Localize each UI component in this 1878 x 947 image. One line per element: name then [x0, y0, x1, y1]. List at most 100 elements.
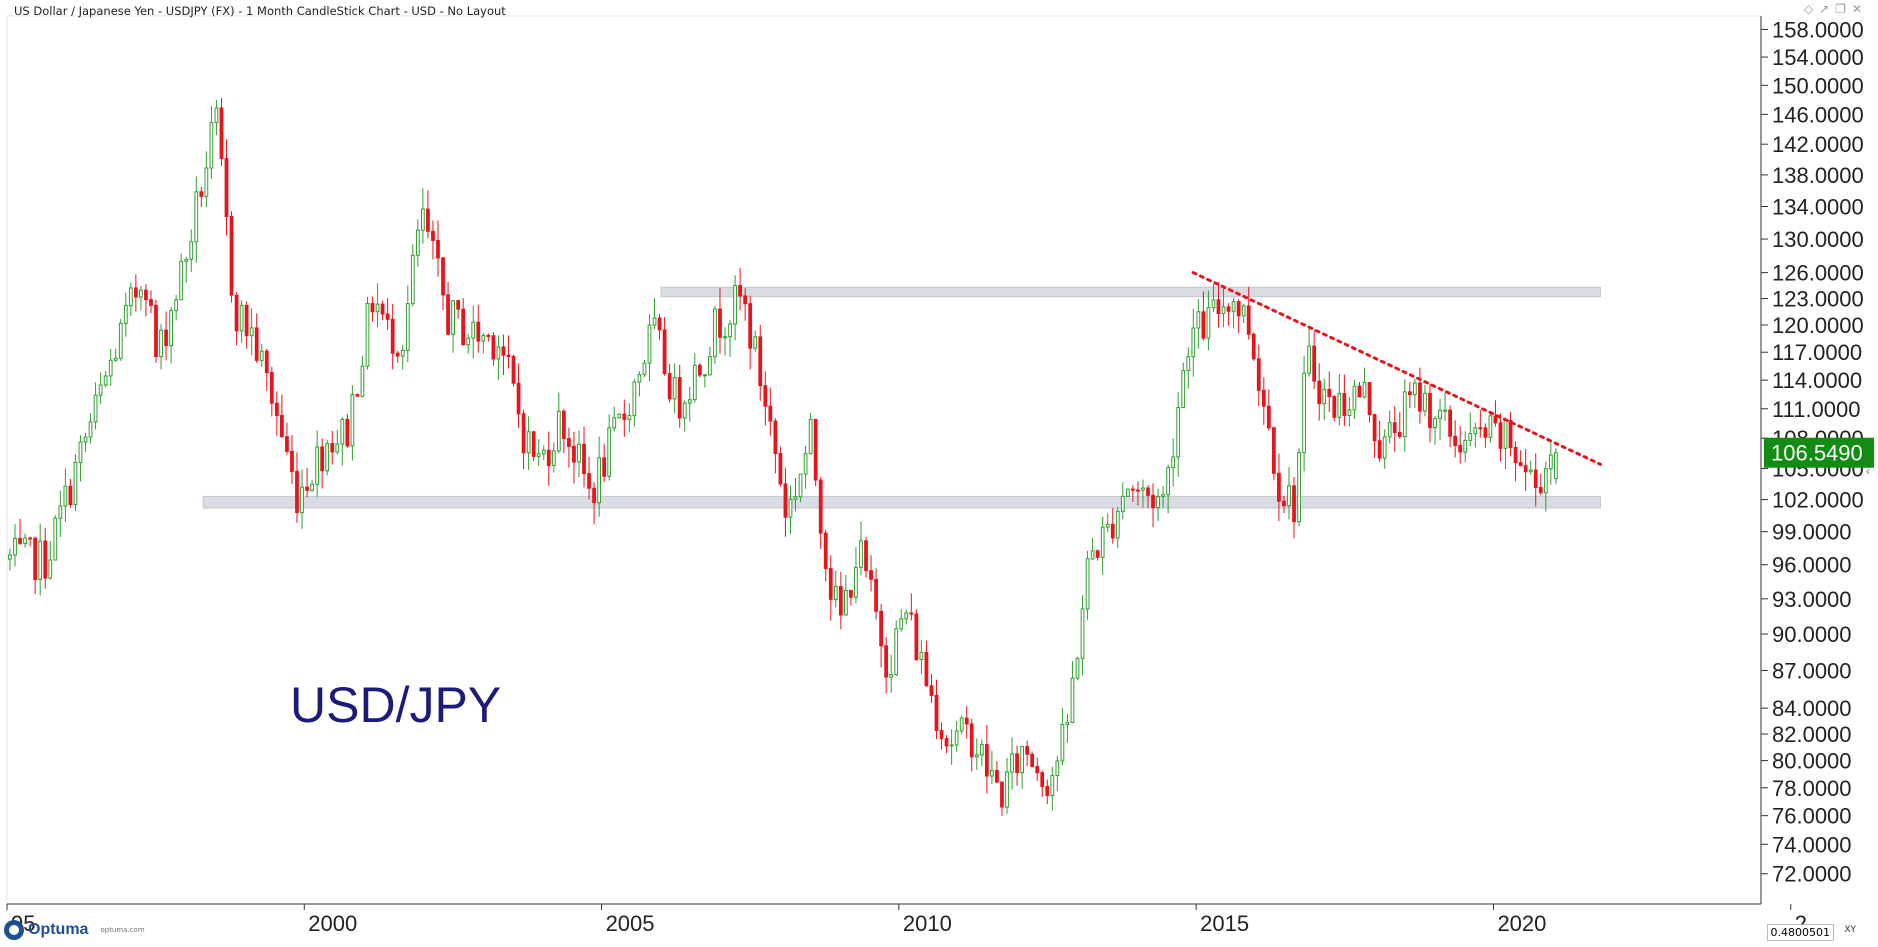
- candle-body: [783, 483, 788, 518]
- x-axis[interactable]: 95200020052010201520202: [6, 904, 1807, 936]
- candle-body: [1050, 775, 1055, 796]
- candle-body: [1428, 393, 1432, 429]
- candle-body: [18, 537, 22, 544]
- ratio-readout[interactable]: 0.4800501: [1766, 924, 1834, 941]
- candle-body: [1085, 558, 1090, 610]
- x-tick-label: 2005: [606, 911, 655, 936]
- candle-body: [1110, 523, 1115, 539]
- chevron-left-icon[interactable]: ‹: [1866, 464, 1870, 478]
- restore-icon[interactable]: ❐: [1835, 2, 1852, 16]
- candle-body: [466, 337, 471, 346]
- candle-body: [415, 229, 420, 256]
- candle-body: [1402, 391, 1407, 437]
- candle-body: [1221, 306, 1226, 315]
- plot-area[interactable]: [6, 15, 1762, 905]
- candle-body: [1261, 389, 1266, 407]
- close-icon[interactable]: ✕: [1851, 2, 1868, 16]
- candle-body: [1015, 753, 1019, 774]
- candle-body: [1418, 382, 1422, 412]
- candle-body: [607, 427, 612, 477]
- candle-body: [723, 336, 727, 339]
- resistance-trendline: [1191, 271, 1602, 466]
- candle-body: [355, 394, 360, 397]
- candle-body: [818, 479, 823, 534]
- candle-body: [320, 446, 325, 472]
- candle-body: [1488, 415, 1493, 438]
- window-icons[interactable]: ◇↗❐✕: [1804, 2, 1868, 16]
- candle-body: [1136, 489, 1140, 492]
- candle-body: [592, 487, 596, 504]
- candle-body: [63, 485, 68, 507]
- candle-body: [133, 287, 138, 298]
- candle-body: [1131, 488, 1135, 491]
- candle-body: [1060, 723, 1065, 762]
- candle-body: [1181, 370, 1186, 408]
- candle-body: [1141, 487, 1145, 491]
- candle-body: [1045, 785, 1050, 796]
- y-tick-label: 114.0000: [1772, 368, 1862, 393]
- optuma-logo-icon: [4, 920, 24, 940]
- y-tick-label: 120.0000: [1772, 313, 1864, 338]
- last-price-box: [1764, 437, 1874, 468]
- candle-body: [1277, 472, 1281, 502]
- y-tick-label: 130.0000: [1772, 227, 1864, 252]
- candle-body: [330, 443, 335, 453]
- pin-icon[interactable]: ↗: [1819, 2, 1836, 16]
- candle-body: [1377, 440, 1382, 459]
- candle-body: [567, 438, 571, 447]
- candle-body: [521, 413, 526, 454]
- candle-body: [249, 327, 254, 337]
- candle-body: [335, 443, 340, 453]
- y-tick-label: 99.0000: [1772, 520, 1852, 545]
- candle-body: [939, 729, 944, 740]
- candle-body: [1553, 452, 1558, 480]
- y-tick-label: 158.0000: [1772, 18, 1864, 43]
- candle-body: [798, 473, 803, 498]
- candle-body: [1191, 327, 1196, 358]
- resistance-band: [660, 286, 1601, 298]
- candle-body: [254, 327, 259, 361]
- candle-body: [768, 405, 773, 422]
- candle-body: [1478, 427, 1483, 430]
- candle-body: [753, 336, 758, 349]
- diamond-icon[interactable]: ◇: [1803, 2, 1820, 16]
- xy-toggle-button[interactable]: XY: [1844, 925, 1856, 935]
- y-tick-label: 123.0000: [1772, 286, 1864, 311]
- candle-body: [1473, 427, 1478, 435]
- candle-body: [1397, 431, 1402, 437]
- candles: [8, 98, 1558, 816]
- candle-body: [123, 305, 128, 324]
- candle-body: [1271, 427, 1276, 474]
- candle-body: [1196, 311, 1201, 329]
- candle-body: [390, 318, 395, 354]
- logo-text: Optuma: [28, 921, 89, 938]
- candle-body: [773, 420, 778, 455]
- logo-url: optuma.com: [100, 926, 145, 934]
- candle-body: [808, 418, 813, 455]
- x-tick-label: 2000: [308, 911, 357, 936]
- candle-body: [672, 377, 677, 400]
- candle-body: [647, 324, 652, 364]
- candle-body: [43, 540, 48, 579]
- candle-body: [758, 336, 763, 387]
- candle-body: [345, 418, 350, 447]
- candle-body: [1322, 388, 1327, 405]
- candle-body: [682, 402, 687, 419]
- candle-body: [526, 431, 531, 454]
- candle-body: [788, 498, 793, 518]
- candle-body: [1282, 500, 1286, 507]
- candle-body: [234, 294, 239, 332]
- candle-body: [194, 191, 199, 243]
- candle-body: [1065, 721, 1070, 725]
- candle-body: [179, 260, 184, 301]
- candle-body: [854, 566, 858, 598]
- candle-body: [436, 239, 440, 259]
- candle-body: [1533, 469, 1538, 488]
- candle-body: [793, 496, 798, 500]
- candle-body: [718, 308, 722, 338]
- candle-body: [375, 303, 380, 313]
- candle-body: [1468, 433, 1473, 441]
- candle-body: [224, 158, 229, 217]
